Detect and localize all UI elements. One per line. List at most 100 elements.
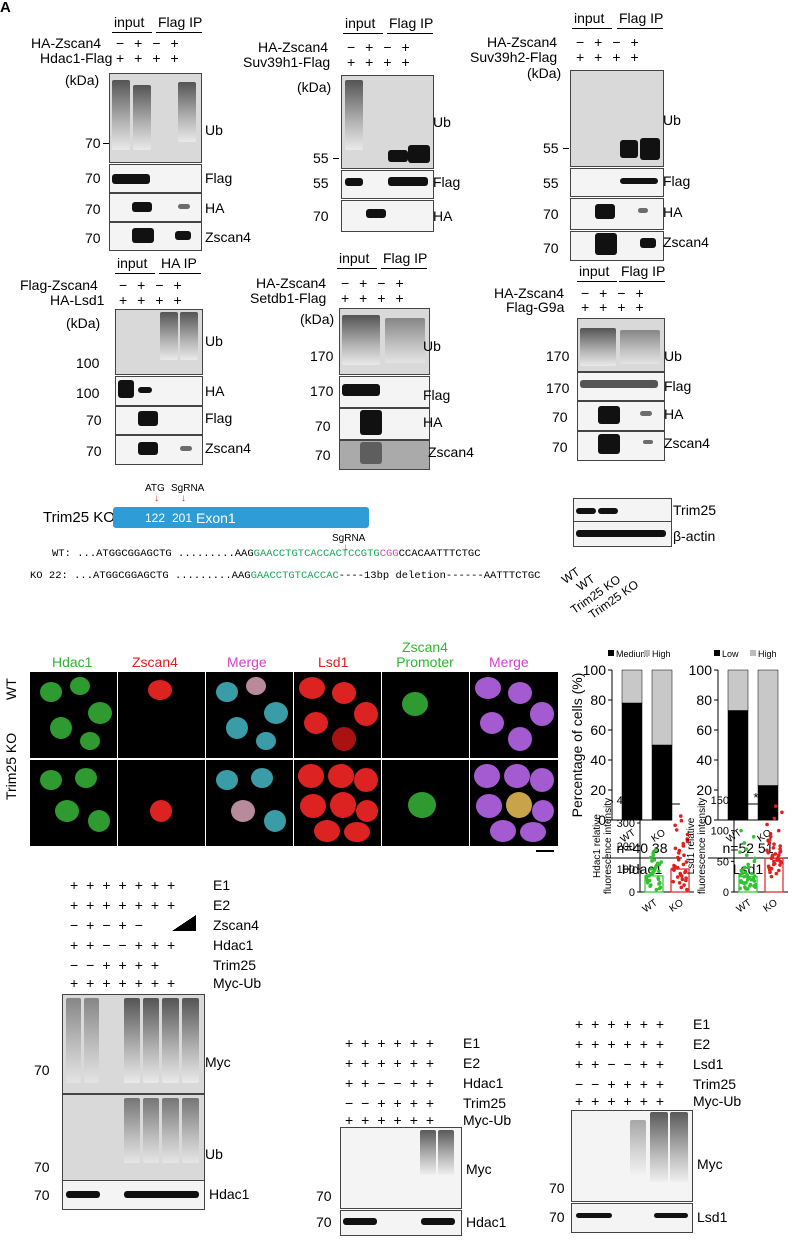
data-point xyxy=(768,835,773,839)
ha-label: HA xyxy=(663,204,683,220)
y-axis-label: fluorescence intensity xyxy=(603,798,614,894)
input-label: input xyxy=(339,250,370,266)
mean-bar xyxy=(644,875,664,893)
ha-label: HA xyxy=(664,406,684,422)
data-point xyxy=(770,854,775,859)
data-point xyxy=(744,853,749,857)
row-label: Flag-Zscan4 xyxy=(20,277,98,293)
data-point xyxy=(774,871,779,876)
flag-ip-label: Flag IP xyxy=(621,263,666,279)
legend-label: Medium xyxy=(616,649,648,659)
data-point xyxy=(680,877,685,882)
marker: 70 xyxy=(85,170,101,186)
data-point xyxy=(778,844,783,848)
data-point xyxy=(744,847,749,851)
data-point xyxy=(671,879,676,884)
data-point xyxy=(679,885,684,890)
flag-label: Flag xyxy=(433,174,461,190)
flag-label: Flag xyxy=(205,170,233,186)
data-point xyxy=(673,846,678,851)
zscan4-label: Zscan4 xyxy=(663,234,709,250)
data-point xyxy=(772,842,776,846)
data-point xyxy=(684,876,688,880)
data-point xyxy=(738,850,742,854)
row-label: Suv39h1-Flag xyxy=(243,54,331,70)
data-point xyxy=(659,860,664,864)
marker: 70 xyxy=(543,206,559,222)
legend-swatch xyxy=(644,650,650,656)
data-point xyxy=(765,822,769,827)
data-point xyxy=(780,810,784,815)
x-tick-label: WT xyxy=(735,897,754,915)
panel-letter: A xyxy=(0,0,11,16)
data-point xyxy=(685,839,690,844)
data-point xyxy=(674,828,679,832)
significance-label: *** xyxy=(753,790,768,805)
ub-label: Ub xyxy=(664,348,682,364)
data-point xyxy=(772,859,776,864)
marker: 70 xyxy=(313,208,329,224)
row-label: Suv39h2-Flag xyxy=(470,49,558,65)
ha-label: HA xyxy=(205,200,225,216)
zscan4-label: Zscan4 xyxy=(205,229,251,245)
data-point xyxy=(677,848,682,853)
marker: 70 xyxy=(315,447,331,463)
data-point xyxy=(649,867,654,871)
y-tick-label: 100 xyxy=(711,826,729,838)
data-point xyxy=(645,878,650,883)
y-tick-label: 80 xyxy=(696,692,712,708)
marker: 100 xyxy=(76,355,100,371)
ko-label: KO 22: xyxy=(30,570,68,582)
y-tick-label: 40 xyxy=(696,752,712,768)
ha-ip-label: HA IP xyxy=(161,255,197,271)
flag-label: Flag xyxy=(664,378,692,394)
y-tick-label: 400 xyxy=(617,795,635,807)
kda-label: (kDa) xyxy=(297,79,332,95)
y-tick-label: 200 xyxy=(617,841,635,853)
flag-ip-label: Flag IP xyxy=(158,14,203,30)
data-point xyxy=(673,823,677,828)
data-point xyxy=(738,886,742,891)
data-point xyxy=(672,868,676,872)
legend-label: Low xyxy=(722,649,739,659)
position: 201 xyxy=(172,511,193,525)
ub-label: Ub xyxy=(423,338,441,354)
marker: 70 xyxy=(86,443,102,459)
y-tick-label: 80 xyxy=(590,692,606,708)
data-point xyxy=(653,848,658,853)
input-label: input xyxy=(117,255,148,271)
data-point xyxy=(773,804,778,808)
col-label: Merge xyxy=(227,654,267,670)
marker: 70 xyxy=(85,201,101,217)
ub-label: Ub xyxy=(433,114,451,130)
legend-swatch xyxy=(608,650,614,656)
data-point xyxy=(682,883,686,887)
y-tick-label: 40 xyxy=(590,752,606,768)
data-point xyxy=(676,866,680,870)
n-label: n=52 51 xyxy=(723,840,774,856)
kda-label: (kDa) xyxy=(527,65,562,81)
marker: 70 xyxy=(315,418,331,434)
marker: 55 xyxy=(313,150,329,166)
data-point xyxy=(769,874,774,879)
data-point xyxy=(677,881,682,885)
data-point xyxy=(771,846,776,850)
data-point xyxy=(778,849,783,854)
data-point xyxy=(739,880,744,884)
row-label: HA-Zscan4 xyxy=(31,35,102,51)
input-label: input xyxy=(114,14,145,30)
marker: 70 xyxy=(85,135,101,151)
y-axis-label: fluorescence intensity xyxy=(697,798,708,894)
data-point xyxy=(651,851,655,855)
data-point xyxy=(684,860,689,864)
row-label: HA-Zscan4 xyxy=(256,275,327,291)
data-point xyxy=(681,844,686,848)
data-point xyxy=(752,874,757,878)
data-point xyxy=(739,868,744,873)
bar xyxy=(651,669,673,746)
row-label: HA-Zscan4 xyxy=(494,285,565,301)
y-tick-label: 150 xyxy=(711,795,729,807)
flag-ip-label: Flag IP xyxy=(383,250,428,266)
data-point xyxy=(777,853,781,857)
